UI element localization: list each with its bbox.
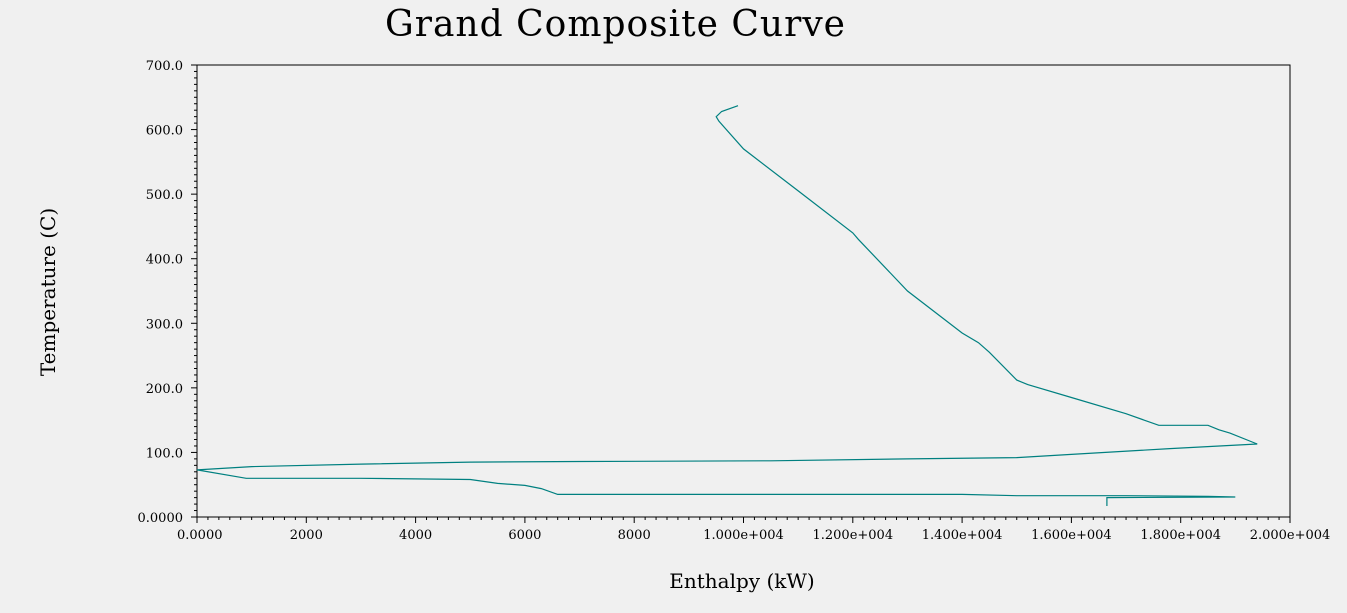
- chart-title: Grand Composite Curve: [385, 4, 846, 45]
- y-tick-label: 500.0: [146, 188, 183, 203]
- y-tick-label: 600.0: [146, 124, 183, 139]
- y-tick-label: 0.0000: [138, 511, 184, 526]
- x-tick-label: 1.800e+004: [1140, 528, 1221, 543]
- y-tick-label: 300.0: [146, 317, 183, 332]
- y-tick-label: 700.0: [146, 59, 183, 74]
- tick-labels: 0.0000 2000 4000 6000 8000 1.000e+004 1.200e+0…: [138, 59, 1331, 543]
- x-tick-label: 8000: [618, 528, 651, 543]
- y-tick-label: 200.0: [146, 382, 183, 397]
- x-tick-label: 4000: [399, 528, 432, 543]
- x-tick-label: 2000: [290, 528, 323, 543]
- y-tick-label: 400.0: [146, 253, 183, 268]
- y-tick-label: 100.0: [146, 446, 183, 461]
- y-axis-title: Temperature (C): [36, 208, 60, 376]
- axis-ticks: [191, 64, 1291, 523]
- x-tick-label: 1.600e+004: [1031, 528, 1112, 543]
- x-tick-label: 0.0000: [177, 528, 223, 543]
- grand-composite-curve-line: [196, 105, 1258, 506]
- x-axis-title: Enthalpy (kW): [669, 569, 814, 593]
- x-tick-label: 2.000e+004: [1250, 528, 1331, 543]
- x-tick-label: 1.000e+004: [703, 528, 784, 543]
- plot-area: [196, 64, 1291, 518]
- x-tick-label: 1.400e+004: [922, 528, 1003, 543]
- x-tick-label: 1.200e+004: [812, 528, 893, 543]
- x-tick-label: 6000: [508, 528, 541, 543]
